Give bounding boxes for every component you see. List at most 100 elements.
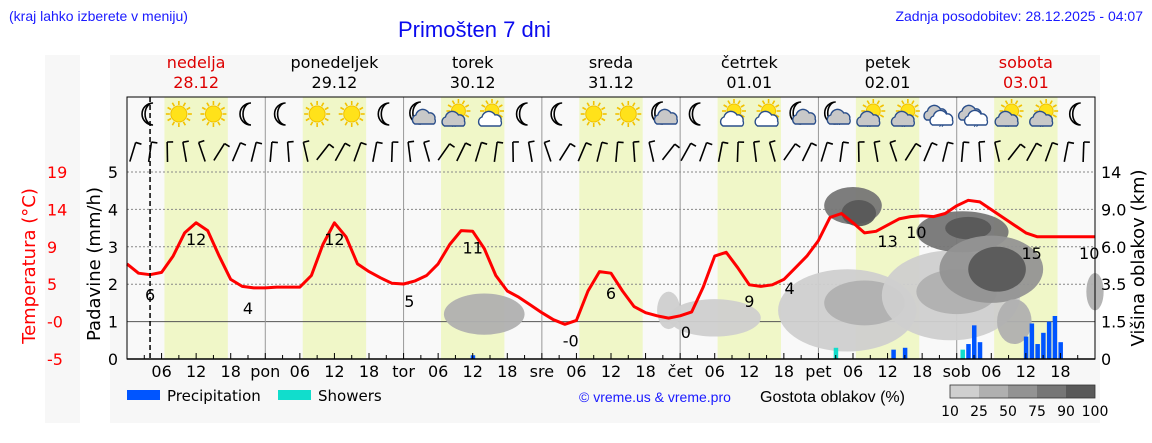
cloud-height-axis-label: Višina oblakov (km) [1128,169,1149,346]
legend-showers: Showers [318,387,382,405]
credit-link[interactable]: © vreme.us & vreme.pro [579,389,731,405]
cloud-height-tick: 6.0 [1101,238,1126,257]
wind-barb-icon [231,142,247,162]
wind-barb-icon [820,141,834,162]
temp-tick: -5 [47,350,63,369]
wind-barb-icon [596,141,608,162]
temp-tick: 14 [47,200,67,219]
wind-barb-icon [129,141,142,162]
cloud-height-tick: 9.0 [1101,200,1126,219]
sun-icon [304,101,331,127]
moon-icon [239,102,252,126]
wind-barb-icon [493,141,504,163]
moon-icon [515,102,528,126]
day-date: 30.12 [450,73,496,92]
svg-text:′′: ′′ [939,125,944,135]
x-tick-label: 18 [912,362,932,381]
wind-barb-icon [437,143,456,161]
wind-barb-icon [182,140,189,162]
wind-barb-icon [904,142,922,161]
x-tick-label: 12 [739,362,759,381]
x-tick-label: sob [943,362,971,381]
x-tick-label: 06 [428,362,448,381]
wind-barbs [129,139,1090,163]
wind-barb-icon [801,142,818,162]
temperature-label: 0 [681,323,691,342]
legend-precipitation: Precipitation [167,387,261,405]
temperature-label: 13 [877,232,897,251]
x-tick-label: 06 [151,362,171,381]
wind-barb-icon [543,139,552,162]
legend: Precipitation Showers © vreme.us & vreme.p… [127,384,1108,420]
day-date: 31.12 [588,73,634,92]
moon-cloud-icon [409,101,436,125]
x-tick-label: 18 [774,362,794,381]
x-tick-label: 06 [705,362,725,381]
x-tick-label: pon [250,362,280,381]
day-name: sobota [999,53,1053,72]
wind-barb-icon [889,139,898,162]
x-tick-label: 18 [497,362,517,381]
region-hint-link[interactable]: (kraj lahko izberete v meniju) [9,8,188,24]
x-tick-label: tor [392,362,415,381]
wind-barb-icon [269,141,278,163]
x-tick-label: 12 [463,362,483,381]
temp-tick: 9 [47,238,57,257]
sun-icon [580,101,607,127]
moon-icon [1068,102,1081,126]
temperature-label: 12 [186,230,206,249]
wind-barb-icon [994,140,1001,162]
moon-cloud-rain-icon: ′′ [823,101,851,133]
showers-swatch [278,390,311,400]
wind-barb-icon [423,139,431,162]
x-tick-label: 12 [186,362,206,381]
wind-barb-icon [353,141,367,162]
moon-cloud-icon [789,101,817,125]
moon-icon [273,102,286,126]
cloud-height-tick: 1.5 [1101,313,1126,332]
sun-cloud-icon [754,99,781,127]
temp-tick: 5 [47,275,57,294]
x-tick-label: 12 [877,362,897,381]
day-name: torek [452,53,494,72]
wind-barb-icon [768,139,776,162]
sun-cloud-rain-icon: ′′ [994,99,1024,135]
day-date: 01.01 [726,73,772,92]
x-tick-label: 18 [359,362,379,381]
wind-barb-icon [577,142,592,162]
temperature-label: 6 [145,286,155,305]
sun-cloud-rain-icon: ′′ [1029,99,1059,135]
precip-tick: 4 [108,200,118,219]
temperature-label: 9 [744,292,754,311]
precip-tick: 0 [108,350,118,369]
wind-barb-icon [334,142,351,162]
precipitation-swatch [127,390,160,400]
x-tick-label: 12 [324,362,344,381]
x-tick-label: čet [668,362,693,381]
wind-barb-icon [456,142,472,162]
svg-text:′′: ′′ [1005,125,1010,135]
cloud-height-tick: 14 [1101,163,1121,182]
axes: 012345-5-059141901.53.56.09.014Temperatu… [19,96,1149,381]
wind-barb-icon [680,142,697,162]
x-tick-label: 18 [1050,362,1070,381]
wind-barb-icon [960,141,970,163]
wind-barb-icon [147,141,158,163]
wind-barb-icon [213,142,231,161]
precip-axis-label: Padavine (mm/h) [84,187,105,341]
temperature-label: 12 [324,230,344,249]
last-update: Zadnja posodobitev: 28.12.2025 - 04:07 [895,8,1143,24]
moon-cloud-icon [651,101,678,125]
day-name: nedelja [167,53,226,72]
temperature-label: 4 [243,299,253,318]
cloud-rain-icon: ′′ [957,104,989,135]
day-date: 29.12 [312,73,358,92]
cloud-density-step: 90 [1057,404,1075,420]
wind-barb-icon [1007,143,1026,161]
wind-barb-icon [372,141,383,162]
wind-barb-icon [558,142,576,161]
wind-barb-icon [978,140,986,163]
x-tick-label: pet [805,362,831,381]
wind-barb-icon [661,143,680,161]
